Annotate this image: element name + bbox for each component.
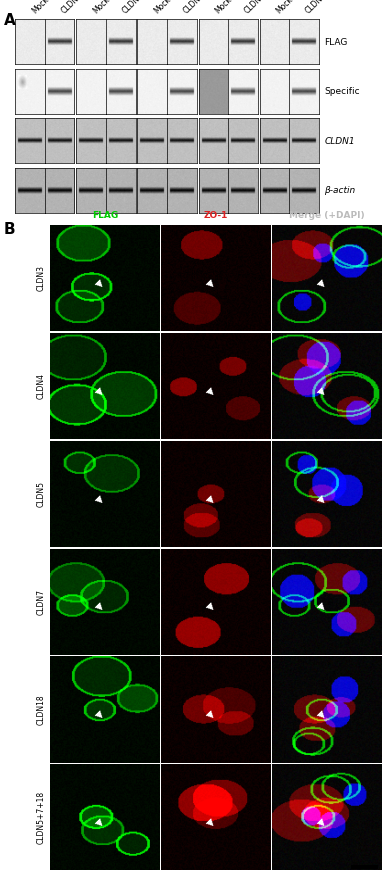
Text: ▶: ▶: [315, 277, 328, 290]
Text: ▶: ▶: [94, 493, 106, 505]
Text: Mock: Mock: [213, 0, 234, 16]
Text: CLDN18: CLDN18: [304, 0, 332, 16]
Text: FLAG: FLAG: [92, 211, 118, 220]
Text: Specific: Specific: [324, 87, 360, 96]
Text: ▶: ▶: [204, 385, 217, 398]
Text: ▶: ▶: [315, 385, 328, 398]
Text: ▶: ▶: [94, 601, 106, 613]
Text: CLDN18: CLDN18: [37, 694, 46, 725]
Text: ▶: ▶: [315, 817, 328, 829]
Text: Mock: Mock: [274, 0, 295, 16]
Text: ▶: ▶: [204, 601, 217, 613]
Text: CLDN1: CLDN1: [324, 137, 355, 146]
Text: β-actin: β-actin: [324, 187, 356, 195]
Text: ▶: ▶: [94, 708, 106, 721]
Text: A: A: [4, 13, 16, 28]
Text: ▶: ▶: [94, 277, 106, 290]
Text: ▶: ▶: [204, 493, 217, 505]
Text: B: B: [4, 222, 15, 237]
Text: CLDN3: CLDN3: [60, 0, 84, 16]
Text: ZO-1: ZO-1: [204, 211, 228, 220]
Text: Mock: Mock: [30, 0, 51, 16]
Text: ▶: ▶: [94, 817, 106, 829]
Text: CLDN7: CLDN7: [37, 589, 46, 615]
Text: ▶: ▶: [315, 601, 328, 613]
Text: CLDN5: CLDN5: [182, 0, 207, 16]
Text: ▶: ▶: [204, 708, 217, 721]
Text: ▶: ▶: [204, 817, 217, 829]
Text: CLDN7: CLDN7: [243, 0, 268, 16]
Text: Mock: Mock: [152, 0, 173, 16]
Text: ▶: ▶: [204, 277, 217, 290]
Text: CLDN3: CLDN3: [37, 265, 46, 291]
Text: FLAG: FLAG: [324, 38, 348, 47]
Text: Merge (+DAPI): Merge (+DAPI): [289, 211, 364, 220]
Text: CLDN5: CLDN5: [37, 480, 46, 507]
Text: ▶: ▶: [315, 708, 328, 721]
Text: CLDN4: CLDN4: [121, 0, 146, 16]
Text: ▶: ▶: [315, 493, 328, 505]
Text: CLDN5+7+18: CLDN5+7+18: [37, 791, 46, 844]
Text: CLDN4: CLDN4: [37, 373, 46, 400]
Text: ▶: ▶: [94, 385, 106, 398]
Text: Mock: Mock: [91, 0, 112, 16]
